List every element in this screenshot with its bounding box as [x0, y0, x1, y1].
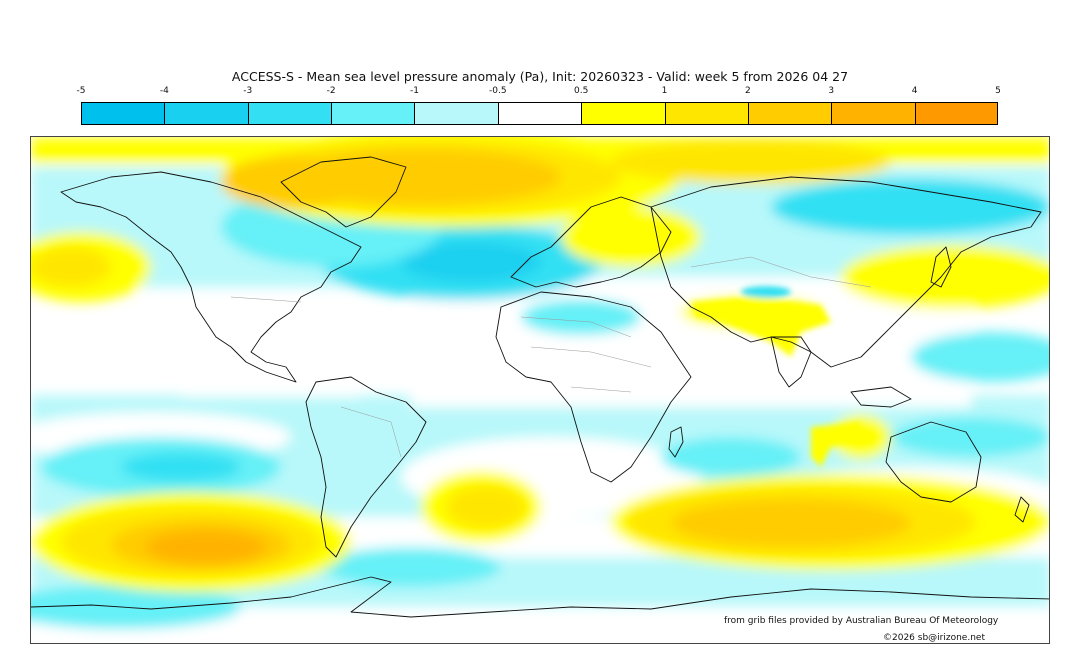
anomaly-area	[841, 245, 1049, 309]
anomaly-area	[121, 452, 241, 482]
anomaly-area	[321, 547, 501, 587]
colorbar-tick-label: 5	[995, 86, 1001, 96]
anomaly-patches	[691, 286, 861, 467]
border-line	[230, 296, 302, 303]
colorbar-swatch	[831, 102, 915, 125]
border-line	[340, 406, 402, 458]
border-line	[530, 346, 652, 368]
anomaly-area	[771, 179, 1049, 235]
greenland-outline	[280, 156, 407, 228]
anomaly-area	[31, 585, 241, 629]
colorbar-tick-label: 2	[745, 86, 751, 96]
colorbar-tick-label: 4	[911, 86, 918, 96]
colorbar-swatch	[497, 102, 582, 125]
colorbar-swatch	[747, 102, 832, 125]
colorbar-tick-label: -0.5	[489, 86, 507, 96]
border-line	[690, 256, 872, 288]
europe-outline	[510, 196, 672, 288]
chart-title: ACCESS-S - Mean sea level pressure anoma…	[231, 69, 849, 84]
anomaly-area	[891, 417, 1049, 457]
colorbar-swatch	[414, 102, 498, 125]
colorbar-swatch	[581, 102, 665, 125]
south-america-outline	[305, 376, 427, 558]
source-credit: from grib files provided by Australian B…	[724, 616, 999, 626]
anomaly-area	[146, 530, 266, 564]
colorbar-swatch	[331, 102, 415, 125]
colorbar-tick-label: -2	[326, 86, 336, 96]
asia-outline	[650, 176, 1042, 368]
colorbar-tick-label: -5	[76, 86, 86, 96]
japan-outline	[930, 246, 952, 288]
copyright-credit: ©2026 sb@irizone.net	[883, 633, 985, 643]
map-svg	[31, 137, 1049, 643]
madagascar-outline	[668, 426, 684, 458]
australia-outline	[885, 421, 982, 503]
anomaly-area	[31, 247, 111, 287]
colorbar-swatch	[164, 102, 248, 125]
anomaly-area	[611, 140, 891, 184]
africa-outline	[495, 291, 692, 483]
new-zealand-outline	[1014, 496, 1030, 523]
colorbar-swatch	[81, 102, 165, 125]
colorbar-tick-label: -3	[243, 86, 253, 96]
colorbar-tick-label: -4	[159, 86, 169, 96]
anomaly-area	[741, 286, 791, 298]
coastlines	[31, 156, 1049, 618]
colorbar-tick-label: 0.5	[574, 86, 589, 96]
colorbar-swatch	[247, 102, 332, 125]
anomaly-area	[661, 437, 801, 477]
country-borders	[230, 256, 872, 458]
antarctica-outline	[31, 576, 1049, 618]
anomaly-area	[691, 297, 831, 357]
border-line	[570, 386, 632, 393]
anomaly-area	[671, 499, 911, 547]
border-line	[520, 316, 632, 338]
anomaly-area	[221, 156, 361, 208]
anomaly-area	[561, 207, 701, 267]
colorbar-tick-label: -1	[409, 86, 419, 96]
anomaly-map	[30, 136, 1050, 644]
india-outline	[770, 336, 812, 388]
anomaly-area	[521, 299, 641, 335]
anomaly-area	[401, 242, 541, 282]
colorbar-swatch	[664, 102, 748, 125]
se-asia-islands-outline	[850, 386, 912, 408]
anomaly-area	[446, 485, 526, 529]
north-america-outline	[60, 171, 362, 383]
anomaly-area	[181, 317, 361, 397]
colorbar-swatch	[914, 102, 998, 125]
anomaly-area	[911, 332, 1049, 382]
colorbar-tick-label: 3	[828, 86, 835, 96]
colorbar-tick-label: 1	[661, 86, 668, 96]
anomaly-area	[811, 422, 861, 467]
